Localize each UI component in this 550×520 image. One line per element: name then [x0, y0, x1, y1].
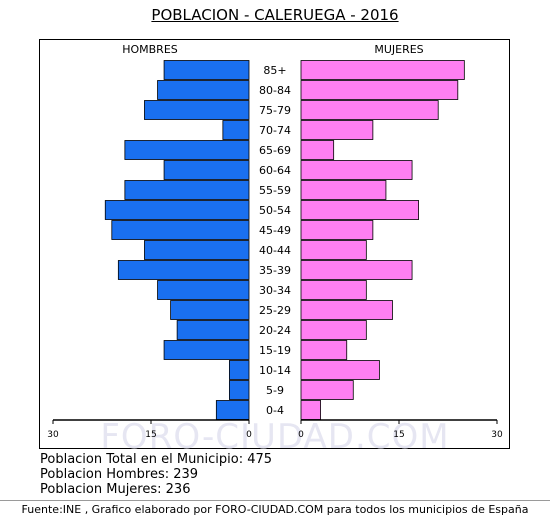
age-label-30-34: 30-34: [259, 284, 291, 297]
bar-mujeres-30-34: [300, 280, 367, 300]
bar-hombres-85+: [163, 60, 250, 80]
bar-mujeres-15-19: [300, 340, 348, 360]
bar-mujeres-45-49: [300, 220, 374, 240]
bar-mujeres-75-79: [300, 100, 439, 120]
bar-mujeres-0-4: [300, 400, 322, 420]
x-tick-label-0: 30: [47, 430, 59, 440]
x-tick-label-2: 0: [246, 430, 252, 440]
age-label-60-64: 60-64: [259, 164, 291, 177]
bar-mujeres-85+: [300, 60, 465, 80]
age-label-80-84: 80-84: [259, 84, 291, 97]
age-label-35-39: 35-39: [259, 264, 291, 277]
x-tick-label-4: 15: [393, 430, 404, 440]
age-label-20-24: 20-24: [259, 324, 291, 337]
stat-total: Poblacion Total en el Municipio: 475: [40, 452, 273, 467]
bar-hombres-50-54: [104, 200, 250, 220]
bar-mujeres-50-54: [300, 200, 419, 220]
source-footer: Fuente:INE , Grafico elaborado por FORO-…: [0, 500, 550, 520]
bar-hombres-5-9: [228, 380, 250, 400]
bar-hombres-65-69: [124, 140, 250, 160]
age-label-5-9: 5-9: [266, 384, 284, 397]
x-tick-label-1: 15: [145, 430, 156, 440]
bar-hombres-55-59: [124, 180, 250, 200]
bar-hombres-0-4: [215, 400, 250, 420]
bar-hombres-15-19: [163, 340, 250, 360]
bar-mujeres-10-14: [300, 360, 380, 380]
age-label-75-79: 75-79: [259, 104, 291, 117]
age-label-15-19: 15-19: [259, 344, 291, 357]
legend-hombres: HOMBRES: [122, 43, 178, 56]
age-label-45-49: 45-49: [259, 224, 291, 237]
bar-mujeres-65-69: [300, 140, 335, 160]
bar-hombres-35-39: [117, 260, 250, 280]
bar-mujeres-55-59: [300, 180, 387, 200]
watermark: FORO-CIUDAD.COM: [100, 417, 449, 457]
bar-mujeres-20-24: [300, 320, 367, 340]
bar-hombres-70-74: [222, 120, 250, 140]
age-label-10-14: 10-14: [259, 364, 291, 377]
bar-mujeres-70-74: [300, 120, 374, 140]
bar-mujeres-40-44: [300, 240, 367, 260]
age-label-50-54: 50-54: [259, 204, 291, 217]
bar-hombres-60-64: [163, 160, 250, 180]
age-label-85+: 85+: [263, 64, 286, 77]
bar-hombres-20-24: [176, 320, 250, 340]
bar-hombres-40-44: [144, 240, 250, 260]
stat-hombres: Poblacion Hombres: 239: [40, 467, 199, 482]
bar-mujeres-60-64: [300, 160, 413, 180]
chart-title: POBLACION - CALERUEGA - 2016: [151, 6, 399, 24]
x-tick-label-5: 30: [491, 430, 503, 440]
age-label-25-29: 25-29: [259, 304, 291, 317]
bar-hombres-75-79: [144, 100, 250, 120]
x-tick-label-3: 0: [298, 430, 304, 440]
bar-hombres-10-14: [228, 360, 250, 380]
age-label-55-59: 55-59: [259, 184, 291, 197]
bar-mujeres-5-9: [300, 380, 354, 400]
legend-mujeres: MUJERES: [374, 43, 423, 56]
bar-mujeres-35-39: [300, 260, 413, 280]
bar-hombres-45-49: [111, 220, 250, 240]
age-label-0-4: 0-4: [266, 404, 284, 417]
bar-mujeres-80-84: [300, 80, 459, 100]
age-label-65-69: 65-69: [259, 144, 291, 157]
bar-hombres-25-29: [170, 300, 250, 320]
age-label-70-74: 70-74: [259, 124, 291, 137]
bar-mujeres-25-29: [300, 300, 393, 320]
bar-hombres-30-34: [157, 280, 250, 300]
population-stats: Poblacion Total en el Municipio: 475 Pob…: [40, 452, 272, 497]
chart-frame: [39, 39, 510, 449]
stat-mujeres: Poblacion Mujeres: 236: [40, 482, 191, 497]
bar-hombres-80-84: [157, 80, 250, 100]
age-label-40-44: 40-44: [259, 244, 291, 257]
